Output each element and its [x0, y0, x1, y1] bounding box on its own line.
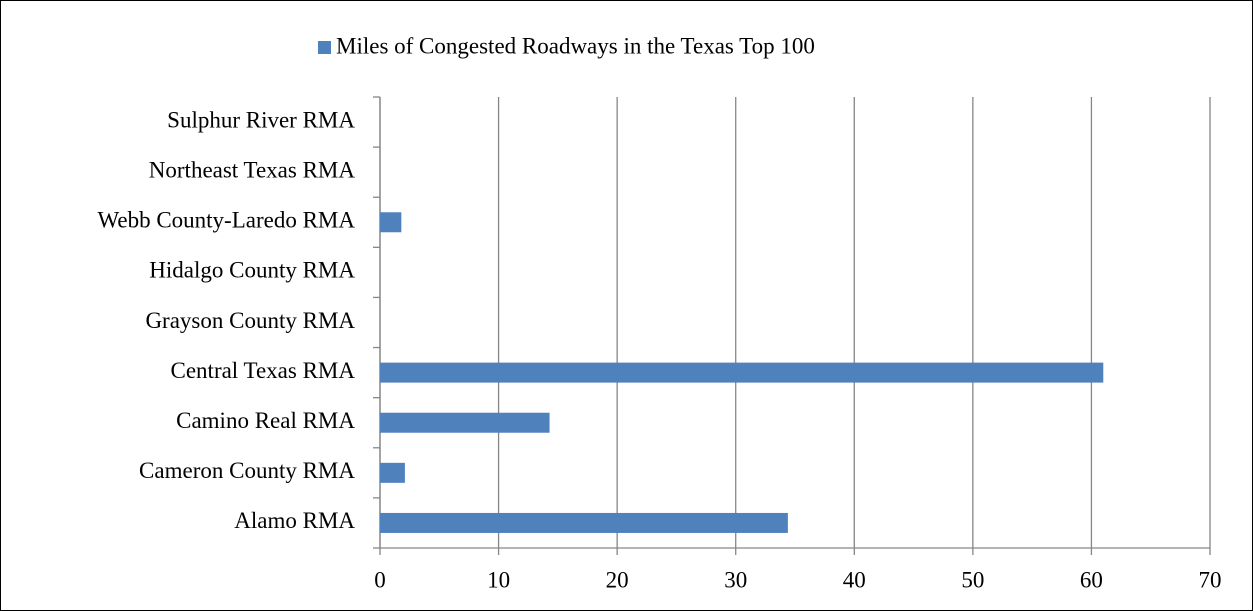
y-tick-label: Alamo RMA [234, 508, 355, 533]
y-tick-label: Cameron County RMA [139, 458, 355, 483]
y-tick-label: Hidalgo County RMA [149, 258, 355, 283]
y-tick-label: Sulphur River RMA [167, 107, 355, 132]
x-tick-label: 10 [487, 567, 510, 592]
x-tick-label: 50 [961, 567, 984, 592]
y-tick-label: Webb County-Laredo RMA [98, 208, 356, 233]
bar [380, 412, 550, 433]
bar [380, 512, 788, 533]
y-tick-label: Grayson County RMA [145, 308, 355, 333]
x-tick-label: 40 [843, 567, 866, 592]
y-tick-label: Camino Real RMA [176, 408, 355, 433]
y-tick-label: Northeast Texas RMA [149, 157, 356, 182]
legend-swatch [318, 41, 331, 54]
x-tick-label: 60 [1080, 567, 1103, 592]
legend-label: Miles of Congested Roadways in the Texas… [336, 33, 815, 58]
x-tick-label: 70 [1199, 567, 1222, 592]
bar [380, 462, 405, 483]
x-tick-label: 20 [606, 567, 629, 592]
x-tick-label: 30 [724, 567, 747, 592]
x-tick-label: 0 [374, 567, 386, 592]
bar [380, 212, 402, 233]
y-tick-label: Central Texas RMA [171, 358, 356, 383]
bar [380, 362, 1104, 383]
